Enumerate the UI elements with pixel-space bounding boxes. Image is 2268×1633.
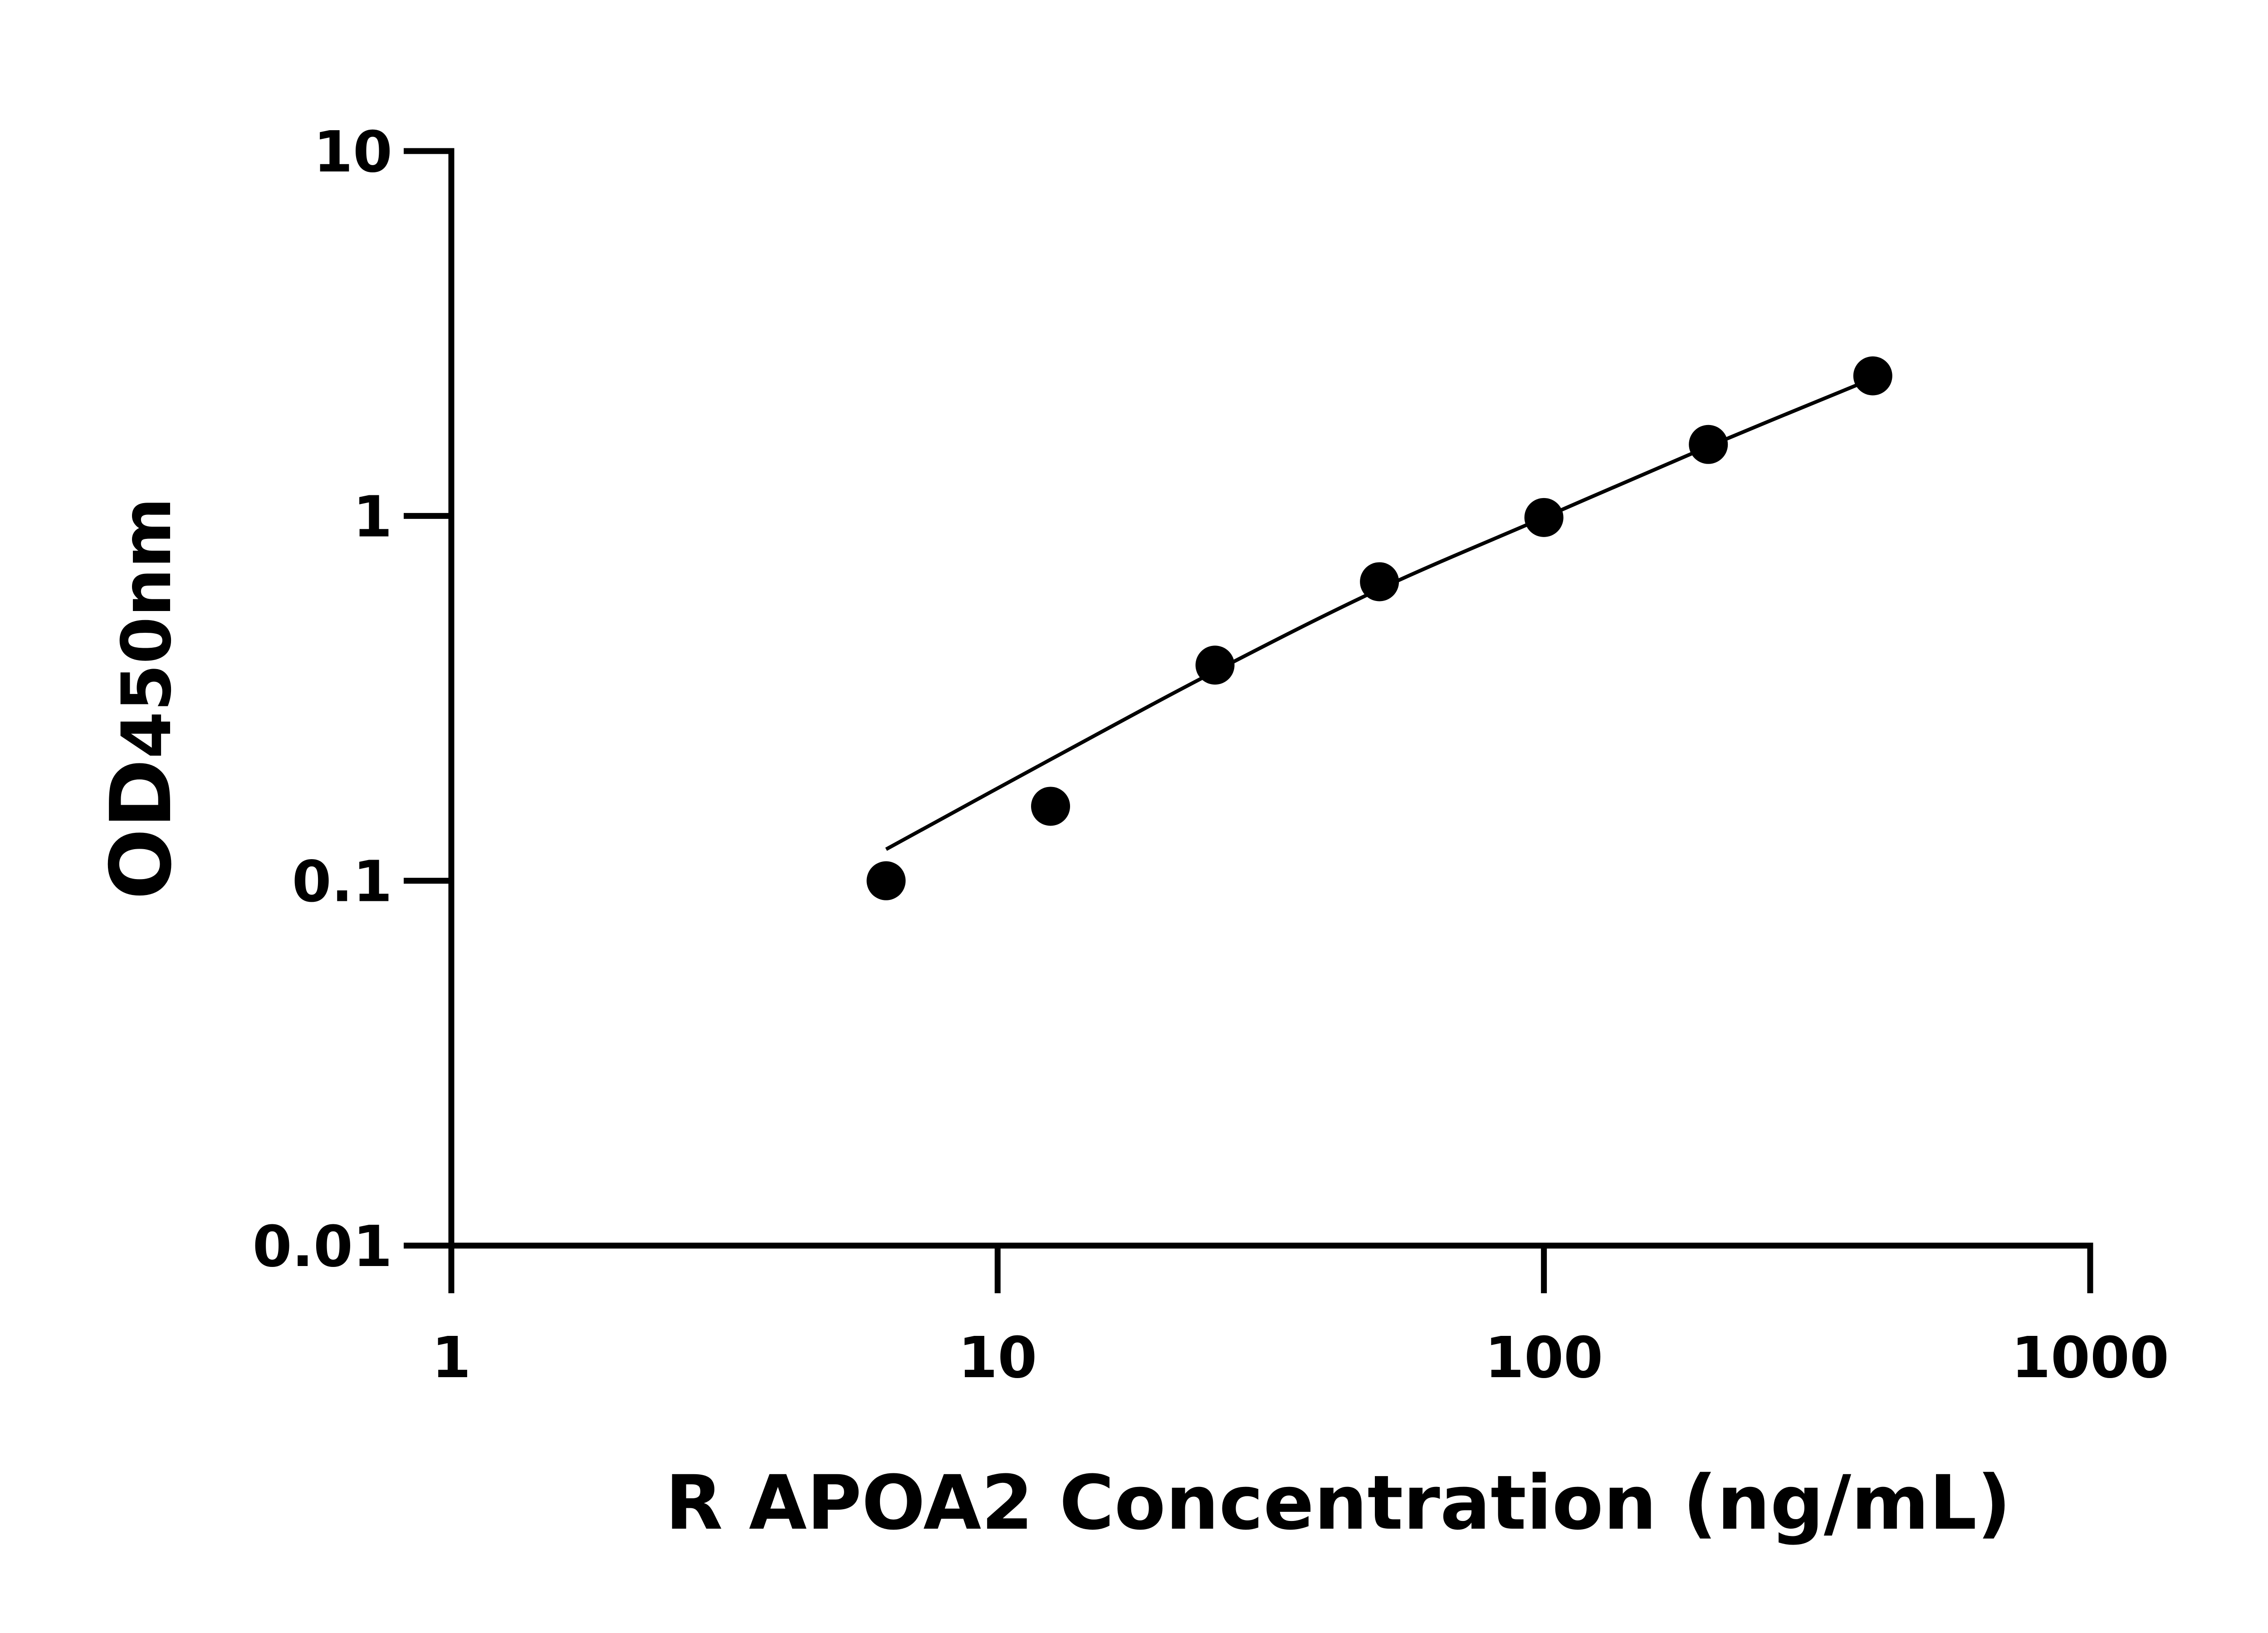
y-tick-label: 0.01 — [253, 1214, 392, 1280]
data-point — [1853, 356, 1892, 396]
data-point — [866, 861, 906, 900]
x-tick-label: 1 — [432, 1325, 471, 1391]
data-points-group — [866, 356, 1892, 900]
x-tick-label: 1000 — [2011, 1325, 2169, 1391]
y-axis-title-main: OD — [92, 759, 190, 900]
x-tick-label: 10 — [958, 1325, 1037, 1391]
data-point — [1524, 498, 1564, 537]
x-tick-label: 100 — [1485, 1325, 1603, 1391]
y-tick-label: 1 — [353, 484, 392, 550]
x-axis-title: R APOA2 Concentration (ng/mL) — [665, 1459, 2011, 1546]
axes: 1 10 100 1000 0.01 0.1 1 10 — [253, 119, 2169, 1391]
data-point — [1195, 645, 1235, 685]
y-tick-label: 0.1 — [292, 849, 392, 915]
data-point — [1360, 562, 1399, 601]
data-point — [1031, 787, 1070, 826]
y-axis-title: OD450nm — [92, 497, 190, 900]
data-point — [1689, 425, 1728, 464]
y-tick-label: 10 — [313, 119, 392, 185]
y-axis-title-sub: 450nm — [108, 497, 186, 758]
